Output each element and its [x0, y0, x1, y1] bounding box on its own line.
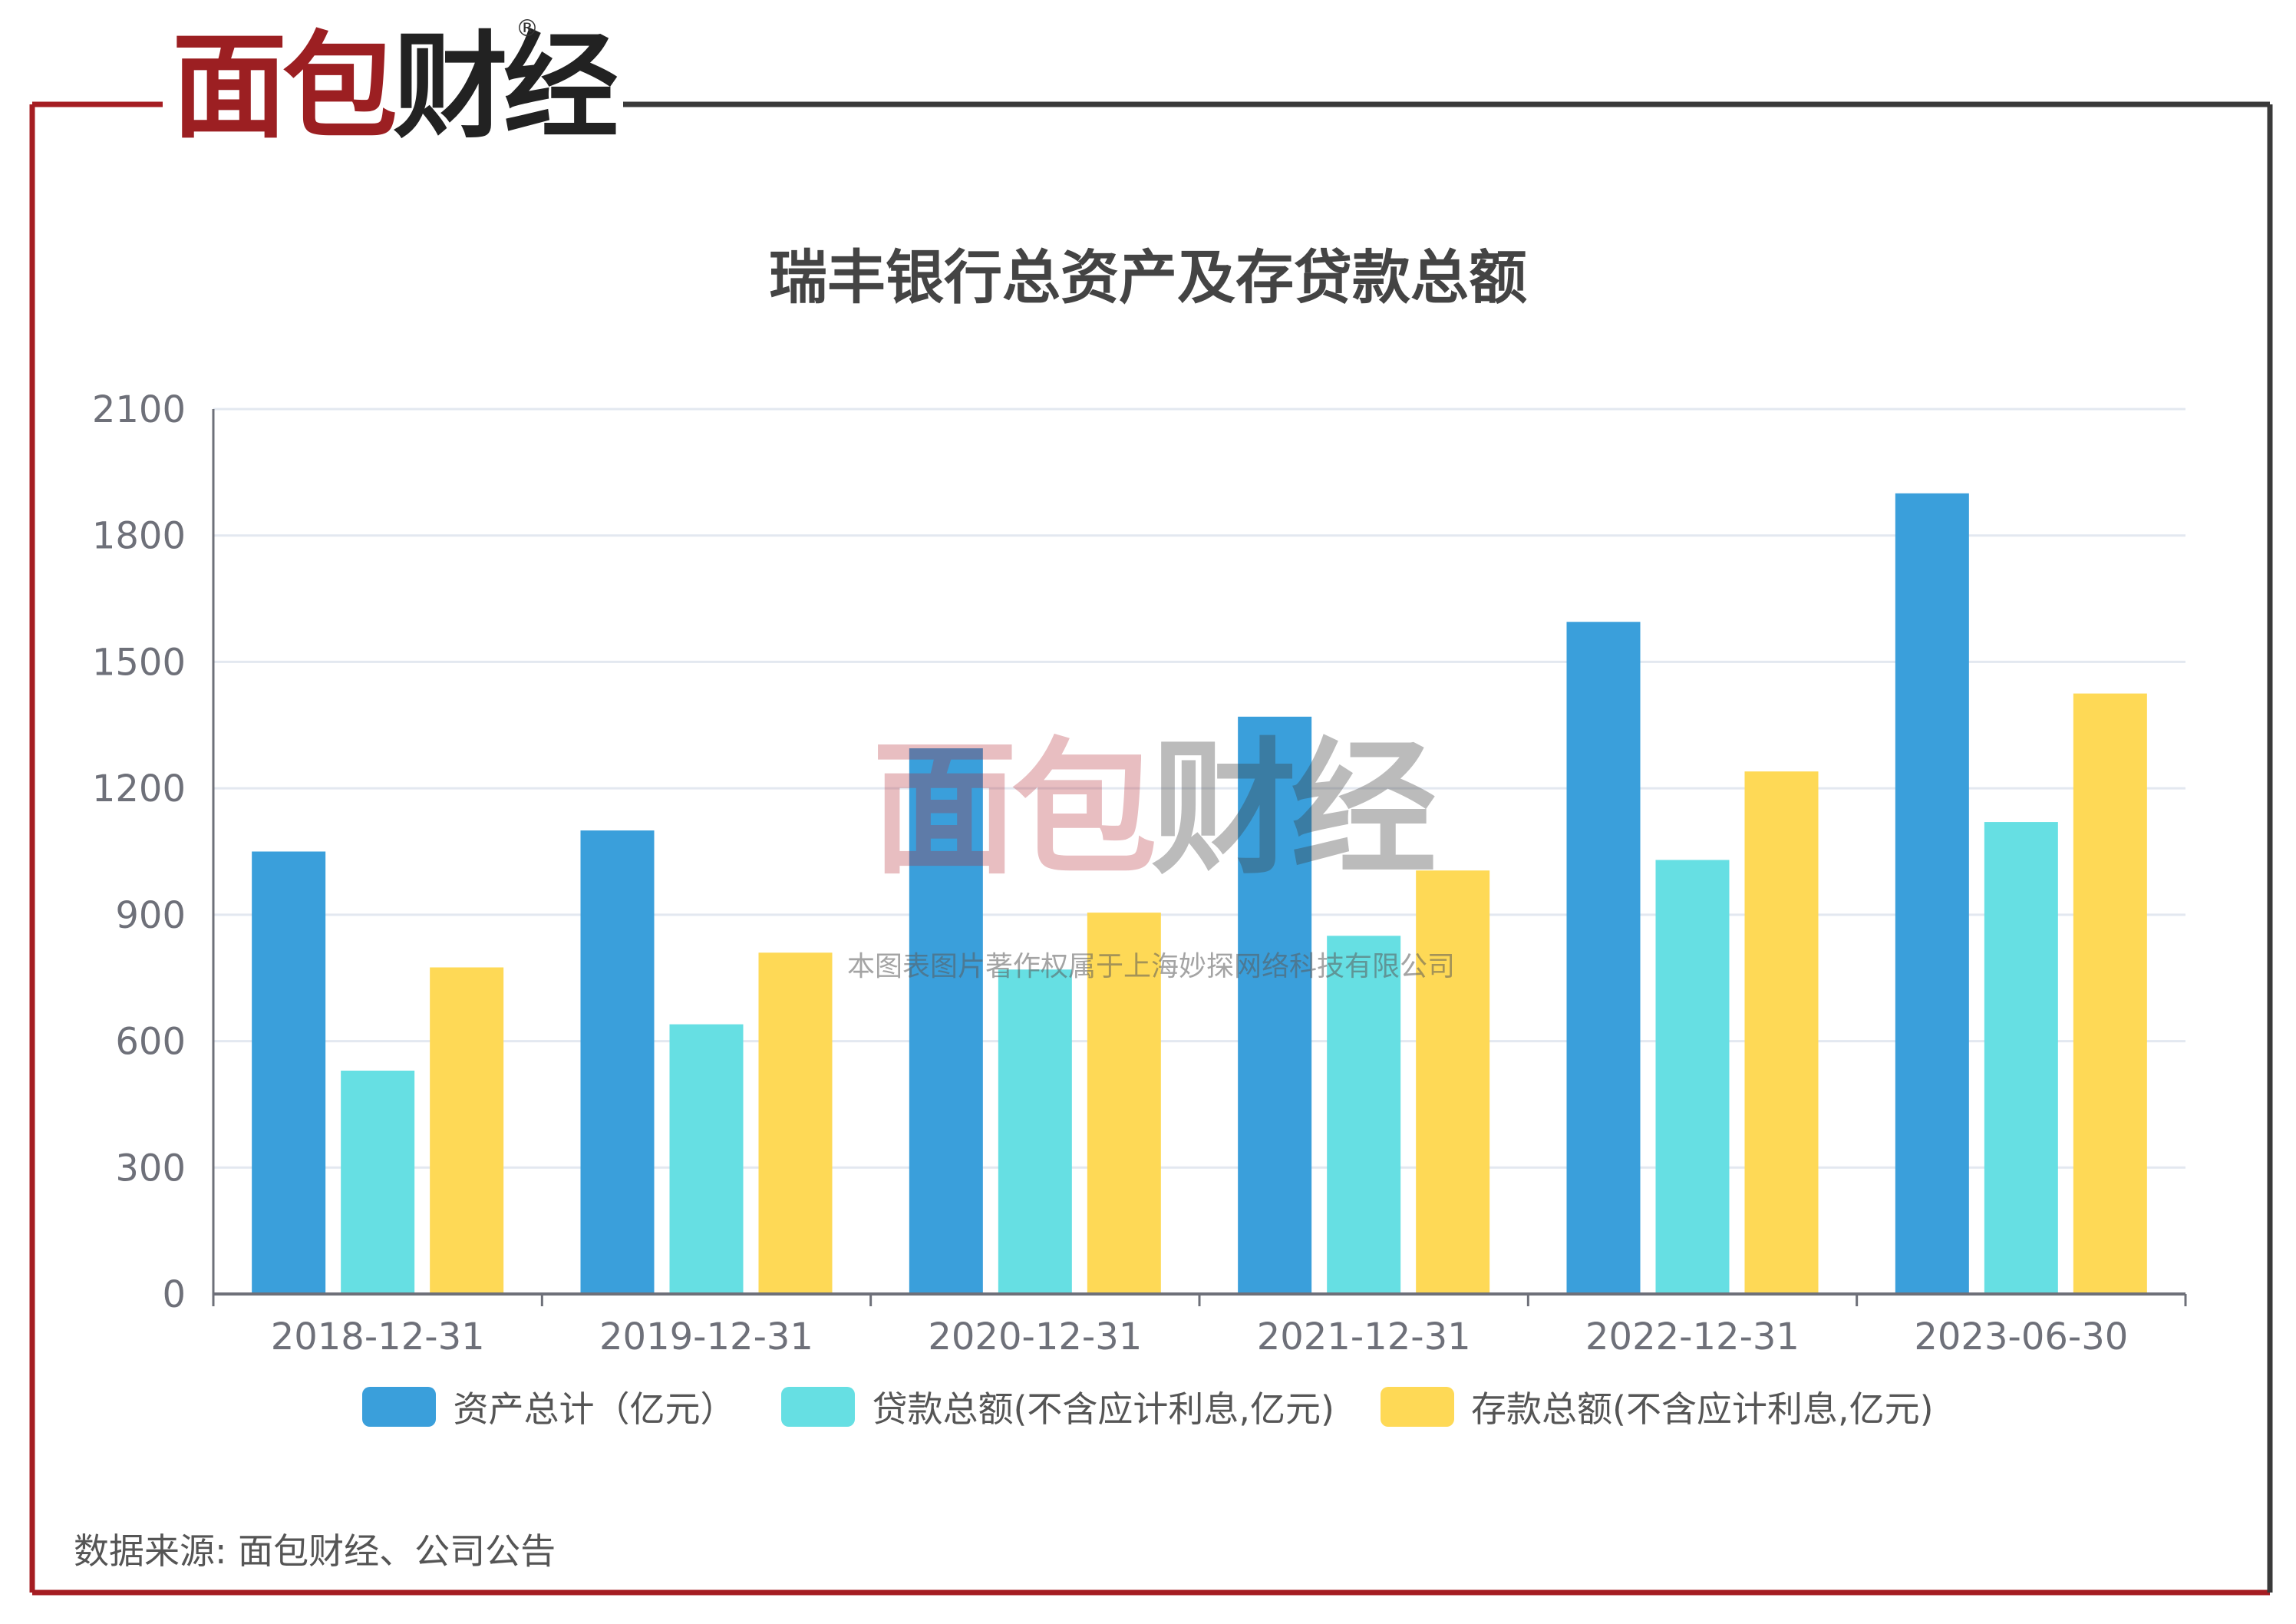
y-tick-label: 900	[115, 894, 186, 937]
source-note: 数据来源: 面包财经、公司公告	[74, 1530, 556, 1572]
bar[interactable]	[758, 952, 833, 1294]
bar[interactable]	[580, 830, 655, 1294]
x-tick-label: 2023-06-30	[1914, 1315, 2128, 1358]
bar[interactable]	[998, 969, 1072, 1294]
gridlines	[213, 408, 2185, 1169]
y-tick-label: 2100	[92, 388, 186, 431]
legend-swatch-total-assets	[362, 1387, 437, 1427]
bar[interactable]	[1566, 622, 1641, 1294]
legend-label-total-assets: 资产总计（亿元）	[453, 1388, 736, 1430]
bar[interactable]	[430, 967, 504, 1294]
chart-title: 瑞丰银行总资产及存贷款总额	[769, 243, 1527, 312]
x-tick-label: 2021-12-31	[1257, 1315, 1471, 1358]
brand-logo-text: 面包财经	[172, 30, 619, 145]
bar[interactable]	[1895, 493, 1969, 1294]
axes: 0 300 600 900 1200 1500 1800 2100 2018-12-31 2019…	[92, 388, 2187, 1358]
chart-legend: 资产总计（亿元） 贷款总额(不含应计利息,亿元) 存款总额(不含应计利息,亿元)	[0, 1381, 2296, 1432]
y-tick-label: 1800	[92, 515, 186, 558]
legend-item-deposits[interactable]: 存款总额(不含应计利息,亿元)	[1381, 1381, 1934, 1432]
bar[interactable]	[1984, 822, 2058, 1294]
legend-label-loans: 贷款总额(不含应计利息,亿元)	[872, 1388, 1334, 1430]
legend-swatch-deposits	[1381, 1387, 1454, 1427]
y-tick-label: 300	[115, 1147, 186, 1190]
y-tick-label: 1200	[92, 767, 186, 810]
legend-label-deposits: 存款总额(不含应计利息,亿元)	[1471, 1388, 1934, 1430]
bar[interactable]	[1327, 936, 1401, 1294]
x-tick-label: 2019-12-31	[599, 1315, 813, 1358]
bar[interactable]	[1655, 860, 1730, 1294]
bar[interactable]	[909, 748, 983, 1294]
y-tick-label: 600	[115, 1021, 186, 1064]
bar[interactable]	[252, 851, 326, 1295]
bar[interactable]	[2073, 693, 2147, 1294]
bars	[252, 493, 2147, 1294]
y-tick-label: 1500	[92, 641, 186, 684]
bar[interactable]	[341, 1071, 415, 1294]
brand-logo-dark-part: 财经	[393, 21, 619, 154]
x-tick-label: 2018-12-31	[271, 1315, 485, 1358]
legend-item-total-assets[interactable]: 资产总计（亿元）	[362, 1381, 735, 1432]
bar[interactable]	[1087, 913, 1161, 1294]
bar[interactable]	[669, 1024, 744, 1294]
x-tick-label: 2022-12-31	[1585, 1315, 1800, 1358]
registered-mark: ®	[516, 15, 539, 42]
bar[interactable]	[1416, 870, 1490, 1294]
brand-logo-red-part: 面包	[171, 21, 398, 154]
legend-item-loans[interactable]: 贷款总额(不含应计利息,亿元)	[781, 1381, 1334, 1432]
x-tick-label: 2020-12-31	[928, 1315, 1142, 1358]
legend-swatch-loans	[781, 1387, 856, 1427]
y-tick-label: 0	[162, 1273, 186, 1316]
bar[interactable]	[1238, 716, 1312, 1294]
brand-logo: 面包财经 ®	[163, 11, 623, 164]
bar[interactable]	[1744, 771, 1819, 1294]
